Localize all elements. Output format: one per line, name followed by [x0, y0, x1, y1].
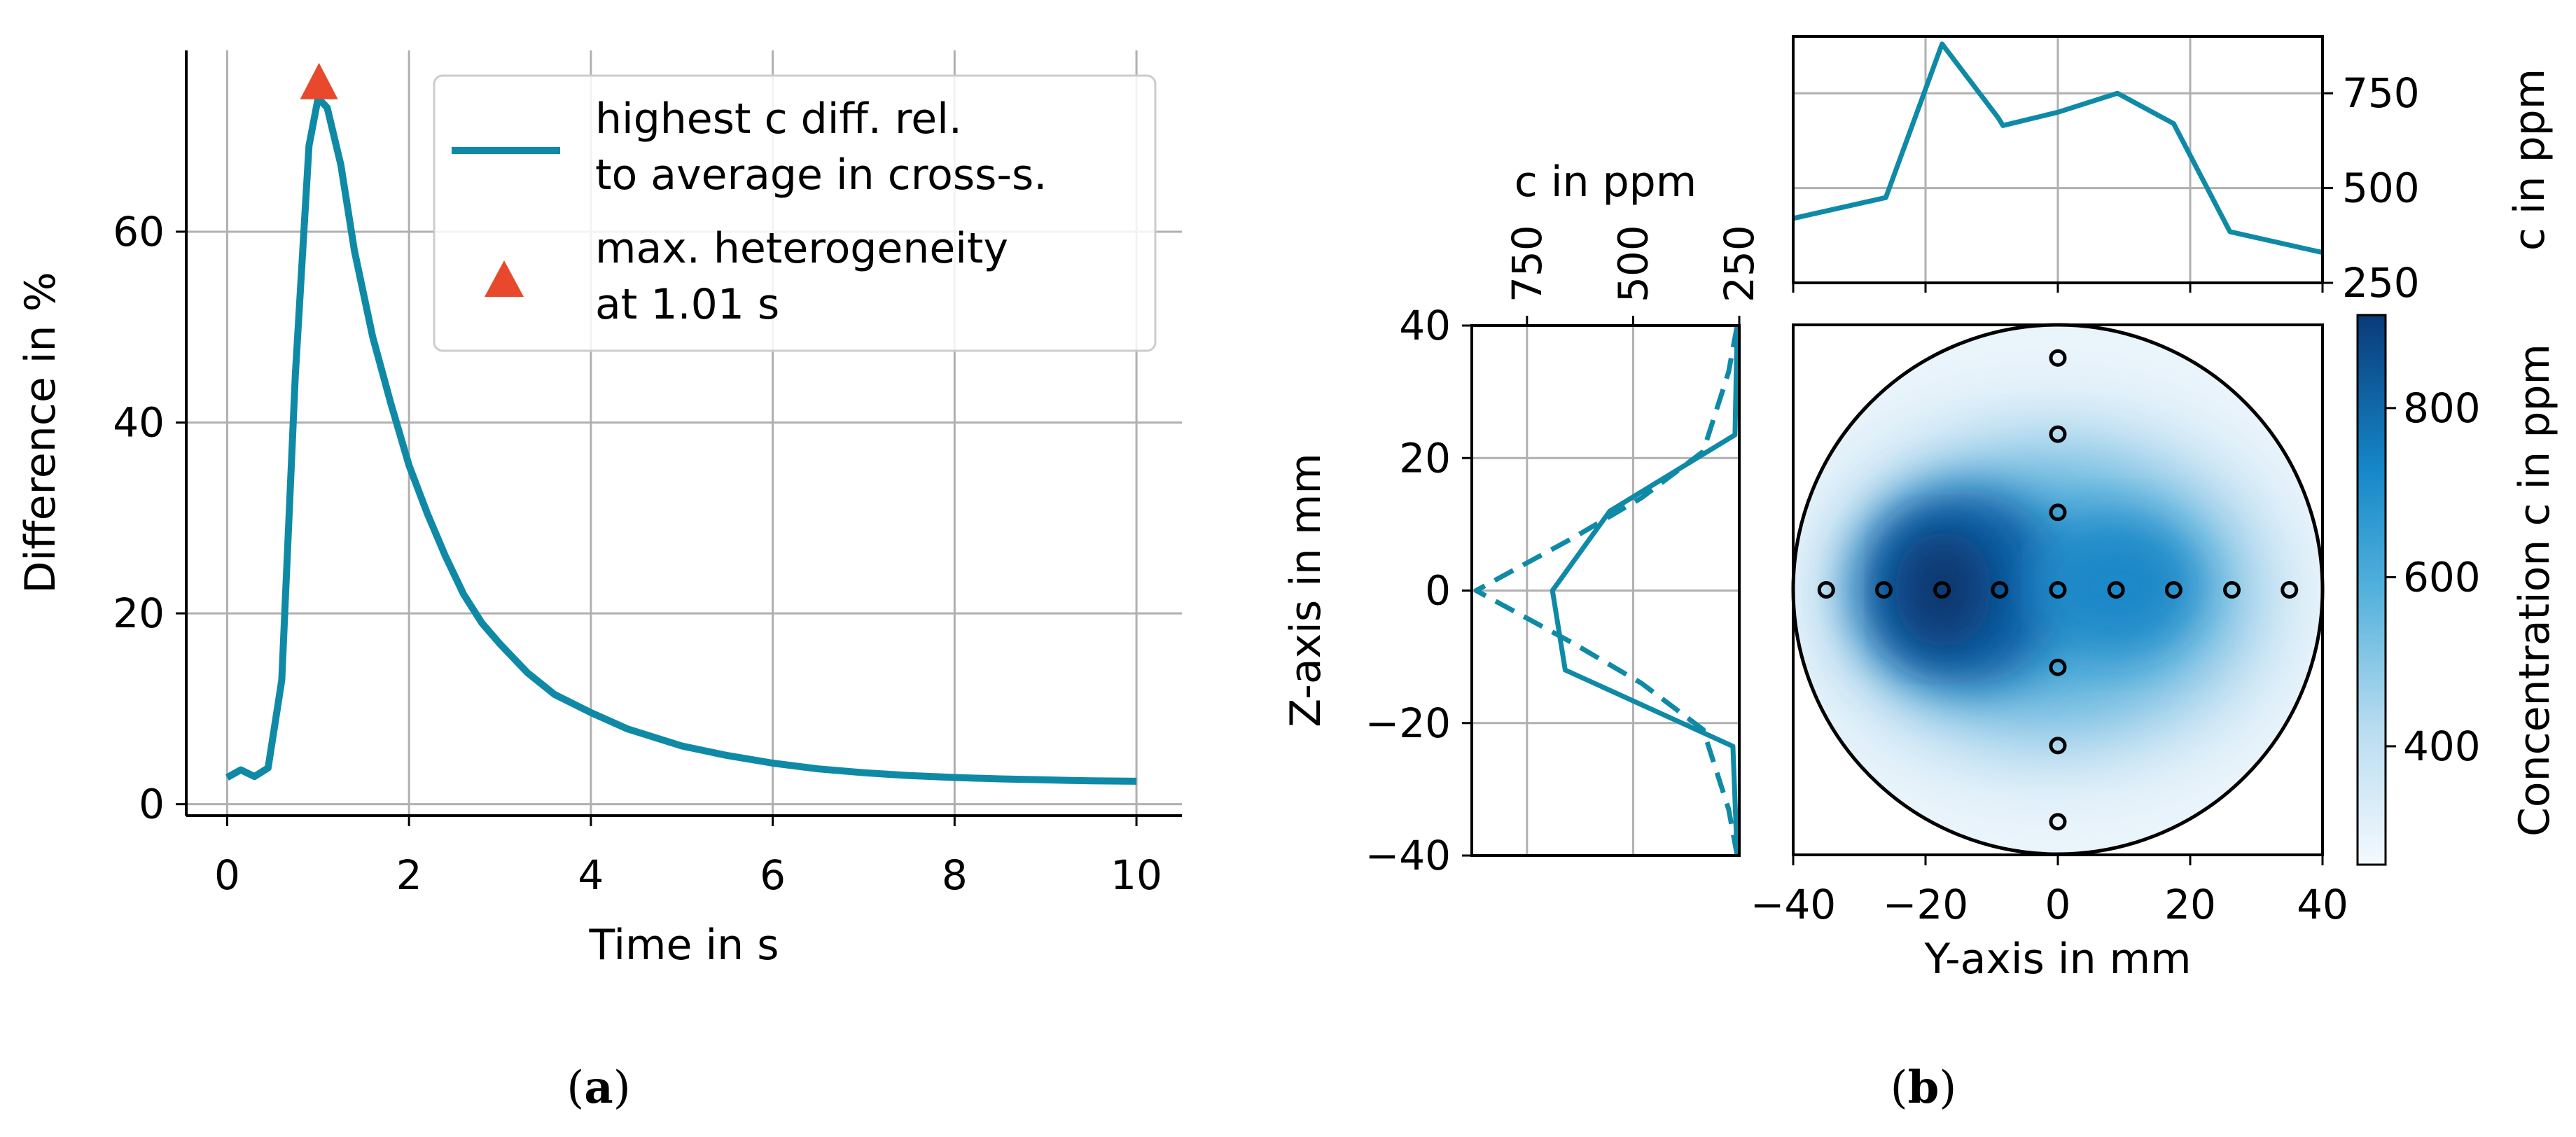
chart-a-legend: highest c diff. rel. to average in cross…	[433, 74, 1157, 352]
chart-b-top-grid	[1792, 36, 2324, 283]
y-tick-label: −20	[1365, 699, 1451, 747]
y-tick-label: −40	[1365, 832, 1451, 879]
sample-points	[1817, 349, 2299, 831]
legend-entry-2-line-1: max. heterogeneity	[595, 224, 1008, 273]
chart-b-heatmap: −40 −20 0 20 40 Y-axis in mm	[1750, 323, 2348, 984]
left-profile-solid-line	[1550, 325, 1740, 856]
y-tick-label: 60	[113, 208, 165, 256]
sample-point	[1991, 581, 2009, 599]
sample-point	[2281, 581, 2299, 599]
chart-a-ylabel: Difference in %	[16, 272, 65, 593]
chart-b-left-xlabel: c in ppm	[1515, 158, 1697, 207]
chart-a-xlabel: Time in s	[589, 921, 779, 970]
colorbar: 400 600 800 Concentration c in ppm	[2356, 314, 2559, 866]
legend-entry-1-line-1: highest c diff. rel.	[595, 95, 962, 144]
x-tick-label: 2	[396, 851, 422, 899]
chart-b-main-xlabel: Y-axis in mm	[1923, 935, 2191, 984]
chart-b-left-grid	[1472, 324, 1741, 857]
colorbar-tick-label: 800	[2403, 384, 2481, 432]
sample-point	[2049, 503, 2067, 522]
sample-point	[1933, 581, 1951, 599]
sample-point	[2107, 581, 2125, 599]
x-tick-label: 40	[2297, 881, 2348, 928]
top-profile-line	[1792, 41, 2323, 256]
x-tick-label: 4	[578, 851, 604, 899]
chart-b-left-data	[1473, 325, 1740, 856]
left-profile-dashed-line	[1473, 325, 1740, 856]
chart-a-ticks: 0 2 4 6 8 10 0 20 40 60	[113, 208, 1162, 899]
sample-point	[2049, 581, 2067, 599]
x-tick-label: −40	[1750, 881, 1836, 928]
sample-point	[2049, 813, 2067, 831]
heatmap-field	[1793, 325, 2323, 854]
sample-point	[2049, 425, 2067, 443]
legend-frame	[433, 74, 1157, 352]
max-heterogeneity-marker	[300, 62, 338, 99]
colorbar-ticks: 400 600 800	[2386, 384, 2481, 770]
panel-label-a: (a)	[566, 1061, 630, 1114]
x-tick-label: −20	[1883, 881, 1968, 928]
x-tick-label: 0	[214, 851, 240, 899]
sample-point	[2164, 581, 2182, 599]
y-tick-label: 750	[2342, 69, 2420, 117]
y-tick-label: 0	[1425, 567, 1451, 615]
sample-point	[1817, 581, 1835, 599]
chart-b-top-profile: 250 500 750 c in ppm	[1792, 35, 2554, 307]
chart-b-left-ticks: 750 500 250 −40 −20 0 20 40	[1365, 225, 1763, 879]
legend-marker-swatch	[485, 260, 524, 297]
y-tick-label: 250	[2342, 259, 2420, 307]
chart-a: 0 2 4 6 8 10 0 20 40 60 Time in s Difference in %…	[16, 50, 1182, 970]
x-tick-label: 750	[1503, 225, 1551, 302]
x-tick-label: 250	[1715, 225, 1763, 302]
x-tick-label: 8	[942, 851, 968, 899]
legend-entry-1-line-2: to average in cross-s.	[595, 151, 1047, 200]
x-tick-label: 500	[1609, 225, 1657, 302]
x-tick-label: 0	[2045, 881, 2071, 928]
colorbar-gradient	[2356, 314, 2387, 866]
heatmap-hot-spot	[1894, 530, 1992, 649]
sample-point	[2049, 737, 2067, 755]
sample-point	[2049, 658, 2067, 676]
sample-point	[2223, 581, 2241, 599]
chart-a-data	[225, 62, 1137, 785]
legend-entry-2-line-2: at 1.01 s	[595, 280, 779, 329]
y-tick-label: 40	[1399, 302, 1451, 349]
y-tick-label: 20	[1399, 434, 1451, 482]
y-tick-label: 20	[113, 590, 165, 637]
panel-label-b: (b)	[1891, 1061, 1957, 1114]
colorbar-label: Concentration c in ppm	[2510, 344, 2559, 837]
x-tick-label: 20	[2164, 881, 2216, 928]
colorbar-tick-label: 600	[2403, 553, 2481, 601]
y-tick-label: 40	[113, 399, 165, 447]
y-tick-label: 0	[139, 781, 165, 828]
chart-b-top-ticks: 250 500 750	[1792, 69, 2420, 307]
chart-b-left-profile: 750 500 250 −40 −20 0 20 40 c in ppm Z-axis in …	[1281, 158, 1763, 879]
chart-b-top-ylabel: c in ppm	[2505, 69, 2554, 251]
y-tick-label: 500	[2342, 165, 2420, 212]
chart-b-top-data	[1792, 41, 2323, 256]
x-tick-label: 10	[1111, 851, 1162, 899]
chart-b-main-ticks: −40 −20 0 20 40	[1750, 855, 2348, 928]
x-tick-label: 6	[760, 851, 786, 899]
chart-b-left-ylabel: Z-axis in mm	[1281, 453, 1330, 727]
sample-point	[1874, 581, 1893, 599]
colorbar-tick-label: 400	[2403, 723, 2481, 770]
sample-point	[2049, 349, 2067, 367]
series-line-highest-c-diff	[225, 95, 1137, 785]
